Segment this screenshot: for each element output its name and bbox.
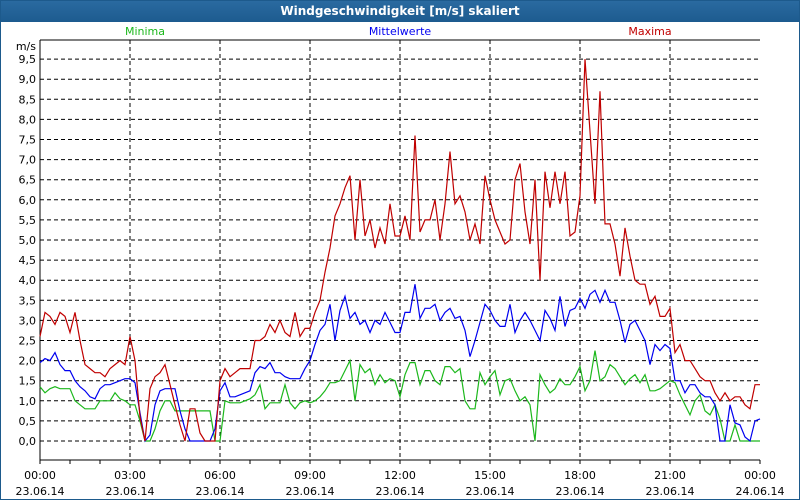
x-tick-time: 00:00 [744,469,776,482]
x-tick-date: 23.06.14 [376,485,425,498]
x-tick-time: 06:00 [204,469,236,482]
y-tick-label: 2,0 [19,355,37,368]
y-tick-label: 5,5 [19,214,37,227]
x-tick-date: 23.06.14 [466,485,515,498]
y-tick-label: 4,0 [19,274,37,287]
series-line-mittelwerte [39,284,761,443]
y-tick-label: 8,0 [19,113,37,126]
x-tick-time: 15:00 [474,469,506,482]
x-tick-date: 24.06.14 [736,485,785,498]
y-tick-label: 1,5 [19,375,37,388]
window-title: Windgeschwindigkeit [m/s] skaliert [1,1,799,22]
y-tick-label: 0,5 [19,415,37,428]
y-axis-unit-label: m/s [16,40,36,53]
y-tick-label: 6,5 [19,174,37,187]
y-tick-label: 3,5 [19,294,37,307]
y-tick-label: 3,0 [19,314,37,327]
x-tick-time: 00:00 [24,469,56,482]
y-tick-label: 8,5 [19,93,37,106]
y-tick-label: 7,5 [19,134,37,147]
y-tick-label: 4,5 [19,254,37,267]
legend-mittelwerte: Mittelwerte [369,25,432,38]
series-line-maxima [39,59,760,442]
x-tick-time: 12:00 [384,469,416,482]
x-tick-date: 23.06.14 [16,485,65,498]
series-line-minima [39,350,760,442]
y-tick-label: 5,0 [19,234,37,247]
x-tick-time: 18:00 [564,469,596,482]
legend-maxima: Maxima [628,25,671,38]
x-tick-date: 23.06.14 [556,485,605,498]
x-tick-date: 23.06.14 [646,485,695,498]
y-tick-label: 2,5 [19,335,37,348]
x-tick-date: 23.06.14 [106,485,155,498]
legend-minima: Minima [125,25,165,38]
x-tick-date: 23.06.14 [286,485,335,498]
y-tick-label: 6,0 [19,194,37,207]
y-tick-label: 0,0 [19,435,37,448]
y-tick-label: 9,5 [19,53,37,66]
y-tick-label: 7,0 [19,154,37,167]
x-tick-time: 21:00 [654,469,686,482]
x-tick-time: 03:00 [114,469,146,482]
x-tick-date: 23.06.14 [196,485,245,498]
y-tick-label: 9,0 [19,73,37,86]
y-tick-label: 1,0 [19,395,37,408]
x-tick-time: 09:00 [294,469,326,482]
